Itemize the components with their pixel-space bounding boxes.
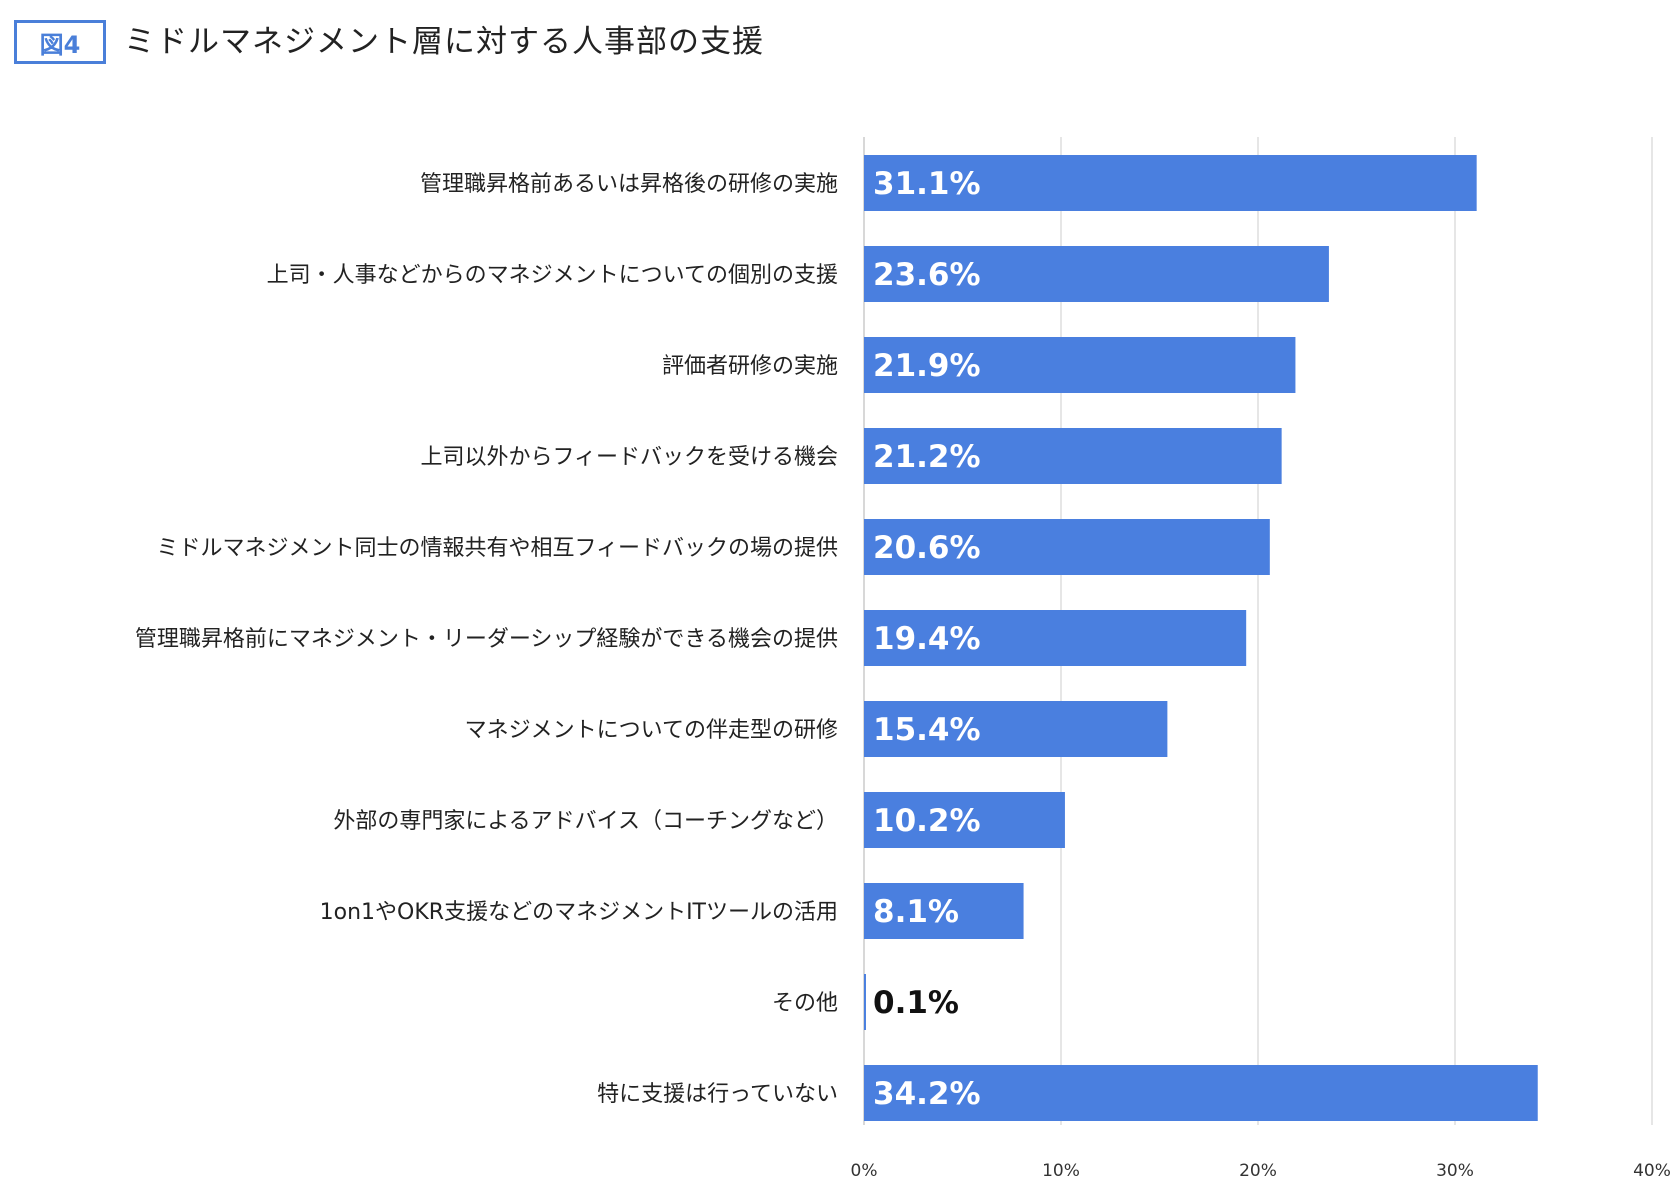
bar xyxy=(864,974,866,1030)
bar xyxy=(864,246,1329,302)
value-label: 31.1% xyxy=(873,166,981,202)
bar xyxy=(864,701,1168,757)
bar xyxy=(864,610,1247,666)
x-tick-label: 40% xyxy=(1633,1161,1671,1181)
bar xyxy=(864,792,1065,848)
bar xyxy=(864,428,1282,484)
bar xyxy=(864,155,1477,211)
value-label: 8.1% xyxy=(873,894,959,930)
category-label: 管理職昇格前にマネジメント・リーダーシップ経験ができる機会の提供 xyxy=(135,627,838,652)
category-label: 管理職昇格前あるいは昇格後の研修の実施 xyxy=(420,172,838,197)
x-tick-label: 20% xyxy=(1239,1161,1277,1181)
category-label: 上司以外からフィードバックを受ける機会 xyxy=(420,445,838,470)
bar xyxy=(864,883,1024,939)
value-label: 21.9% xyxy=(873,348,981,384)
x-tick-label: 30% xyxy=(1436,1161,1474,1181)
bar xyxy=(864,1065,1538,1121)
value-label: 23.6% xyxy=(873,257,981,293)
value-label: 19.4% xyxy=(873,621,981,657)
category-label: 外部の専門家によるアドバイス（コーチングなど） xyxy=(333,809,838,834)
category-label: 上司・人事などからのマネジメントについての個別の支援 xyxy=(267,263,838,288)
value-label: 20.6% xyxy=(873,530,981,566)
bar xyxy=(864,519,1270,575)
value-label: 15.4% xyxy=(873,712,981,748)
value-label: 0.1% xyxy=(873,985,959,1021)
category-label: その他 xyxy=(772,991,838,1016)
bar xyxy=(864,337,1296,393)
category-label: 特に支援は行っていない xyxy=(597,1082,838,1107)
value-label: 21.2% xyxy=(873,439,981,475)
category-label: マネジメントについての伴走型の研修 xyxy=(465,718,838,743)
value-label: 34.2% xyxy=(873,1076,981,1112)
chart-title: ミドルマネジメント層に対する人事部の支援 xyxy=(124,24,764,60)
category-label: 1on1やOKR支援などのマネジメントITツールの活用 xyxy=(320,900,838,925)
category-label: 評価者研修の実施 xyxy=(662,354,838,379)
figure-number-badge: 図4 xyxy=(14,20,106,64)
category-label: ミドルマネジメント同士の情報共有や相互フィードバックの場の提供 xyxy=(156,536,838,561)
value-label: 10.2% xyxy=(873,803,981,839)
x-tick-label: 0% xyxy=(851,1161,878,1181)
x-tick-label: 10% xyxy=(1042,1161,1080,1181)
